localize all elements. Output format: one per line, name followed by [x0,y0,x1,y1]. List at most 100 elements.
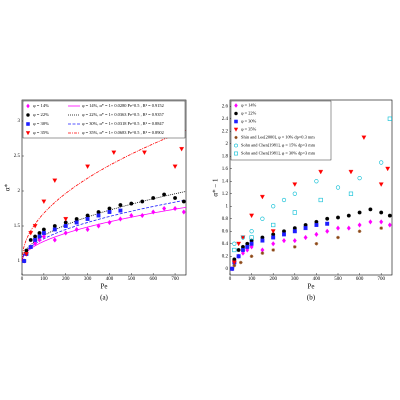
y-tick-label: 1.4 [222,179,229,184]
marker [325,216,330,221]
marker [28,231,34,236]
x-tick-label: 100 [248,277,256,282]
marker [52,178,58,183]
marker [74,217,79,221]
marker [348,169,354,175]
legend-label: φ = 14%, α* = 1+ 0.0280 Pe^0.5 , R² = 0.… [82,103,164,109]
marker [249,213,255,219]
marker [336,225,340,231]
legend-label: φ = 22% [33,112,49,117]
marker [28,245,33,249]
marker [41,231,46,235]
marker [234,151,238,156]
legend-label: φ = 30% [33,121,49,126]
marker [151,196,156,200]
y-tick-label: 1 [226,204,229,209]
marker [25,131,31,136]
legend-label: Sohn and Chen[1981], φ = 30% dp=3 mm [241,151,316,157]
marker [292,210,297,215]
marker [37,234,42,239]
marker [245,247,250,253]
marker [173,196,178,200]
x-tick-label: 700 [377,277,385,282]
marker [239,260,243,265]
y-tick-label: 1.5 [14,224,21,229]
marker [236,248,241,252]
marker [314,223,319,227]
x-axis-label: Pe [101,283,108,291]
legend-label: φ = 35% [33,130,49,135]
marker [379,226,383,230]
marker [37,231,42,235]
x-tick-label: 200 [269,277,277,282]
x-tick-label: 700 [171,277,179,282]
marker [314,231,319,237]
marker [336,215,340,220]
y-tick-label: 0.6 [222,229,229,234]
fit-curve [21,199,187,262]
marker [181,209,186,215]
marker [63,217,69,222]
marker [387,222,392,228]
y-tick-label: 3 [18,119,21,124]
marker [107,206,112,211]
marker [292,182,298,187]
x-tick-label: 500 [128,277,136,282]
legend-label: φ = 30%, α* = 1+ 0.0318 Pe^0.5 , R² = 0.… [82,121,165,127]
legend-label: φ = 14% [33,103,49,108]
marker [387,213,392,218]
marker [249,241,254,246]
marker [26,122,30,126]
x-tick-label: 100 [40,277,48,282]
y-tick-label: 2 [226,142,229,147]
marker [314,241,319,246]
marker [357,176,362,181]
marker [240,250,245,256]
marker [26,103,30,109]
marker [260,251,265,255]
marker [260,216,265,221]
marker [24,248,29,253]
marker [357,210,362,215]
marker [33,238,38,242]
marker [41,227,46,232]
marker [281,197,287,203]
marker [234,111,238,116]
marker [335,185,341,190]
marker [232,247,237,253]
marker [85,226,90,233]
marker [236,241,242,247]
marker [33,234,38,239]
marker [325,228,330,234]
y-tick-label: 0 [226,267,229,272]
marker [41,199,47,204]
legend-label: φ = 30% [241,119,257,124]
marker [292,191,297,196]
marker [32,224,38,229]
marker [96,213,101,218]
marker [118,203,123,207]
marker [63,230,68,236]
marker [271,222,276,228]
x-tick-label: 400 [106,277,114,282]
x-tick-label: 300 [291,277,299,282]
marker [107,210,112,214]
marker [33,240,38,247]
marker [346,213,351,218]
marker [260,238,265,243]
marker [231,260,237,265]
marker [118,208,123,213]
marker [118,216,123,222]
y-tick-label: 0.2 [222,254,229,259]
marker [249,244,254,250]
marker [336,235,340,240]
marker [162,205,167,212]
marker [292,238,297,244]
marker [63,224,68,228]
marker [230,266,235,271]
fit-curve [21,206,187,262]
legend-label: φ = 35%, α* = 1+ 0.0683 Pe^0.5 , R² = 0.… [82,130,164,136]
marker [96,210,101,214]
marker [162,192,167,197]
